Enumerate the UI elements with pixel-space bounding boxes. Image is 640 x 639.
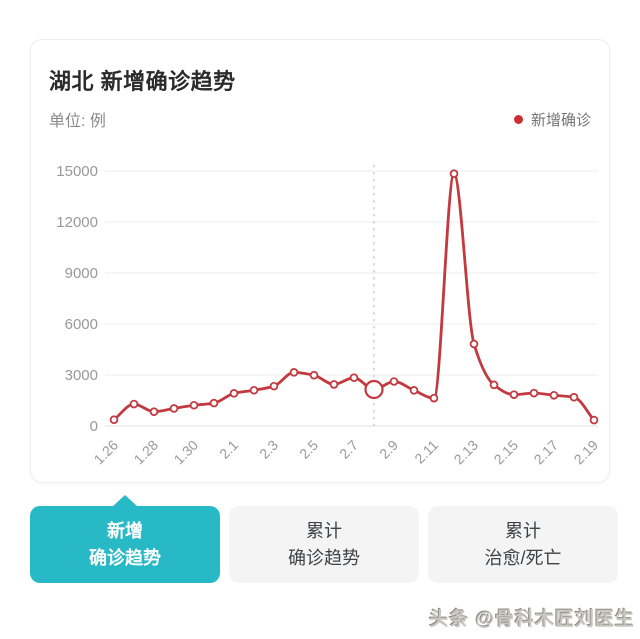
watermark: 头条 @骨科木匠刘医生 bbox=[429, 609, 635, 630]
svg-text:2.15: 2.15 bbox=[491, 437, 522, 468]
svg-text:1.30: 1.30 bbox=[171, 437, 202, 468]
tab-bar: 新增 确诊趋势 累计 确诊趋势 累计 治愈/死亡 bbox=[30, 506, 640, 583]
legend-dot-icon bbox=[513, 114, 523, 124]
svg-text:2.3: 2.3 bbox=[256, 437, 281, 462]
tab-label-line2: 确诊趋势 bbox=[89, 547, 161, 568]
highlighted-point[interactable] bbox=[364, 379, 384, 400]
tab-label-line1: 累计 bbox=[505, 520, 541, 541]
svg-text:1.26: 1.26 bbox=[91, 437, 122, 468]
tab-label-line2: 确诊趋势 bbox=[288, 547, 360, 568]
tab-label-line1: 累计 bbox=[306, 520, 342, 541]
legend: 新增确诊 bbox=[513, 109, 591, 130]
svg-text:2.1: 2.1 bbox=[216, 437, 241, 462]
svg-text:2.11: 2.11 bbox=[411, 437, 441, 467]
svg-text:2.17: 2.17 bbox=[531, 437, 562, 468]
tab-label-line2: 治愈/死亡 bbox=[484, 547, 562, 568]
svg-text:2.9: 2.9 bbox=[376, 437, 401, 462]
svg-text:15000: 15000 bbox=[56, 163, 98, 180]
svg-text:2.7: 2.7 bbox=[336, 437, 361, 462]
svg-text:3000: 3000 bbox=[65, 367, 98, 384]
tab-cured-dead[interactable]: 累计 治愈/死亡 bbox=[428, 506, 618, 583]
unit-label: 单位: 例 bbox=[49, 113, 106, 130]
page-title: 湖北 新增确诊趋势 bbox=[49, 69, 236, 94]
svg-text:2.13: 2.13 bbox=[451, 437, 482, 468]
svg-text:1.28: 1.28 bbox=[131, 437, 162, 468]
svg-text:6000: 6000 bbox=[65, 316, 98, 333]
svg-text:2.5: 2.5 bbox=[296, 437, 321, 462]
tab-cumulative-confirmed[interactable]: 累计 确诊趋势 bbox=[229, 506, 419, 583]
svg-text:2.19: 2.19 bbox=[571, 437, 602, 468]
svg-text:12000: 12000 bbox=[56, 214, 98, 231]
svg-text:0: 0 bbox=[90, 418, 98, 435]
chart-card: 湖北 新增确诊趋势 单位: 例 新增确诊 0 3000 6000 9000 12000 1… bbox=[30, 39, 610, 483]
legend-label: 新增确诊 bbox=[530, 111, 591, 129]
tab-label-line1: 新增 bbox=[107, 520, 143, 541]
tab-new-confirmed[interactable]: 新增 确诊趋势 bbox=[30, 506, 220, 583]
trend-line-chart[interactable]: 0 3000 6000 9000 12000 15000 1.26 1.28 1.30 2.1 2.… bbox=[41, 145, 611, 475]
chart-subheader: 单位: 例 新增确诊 bbox=[49, 108, 591, 131]
svg-text:9000: 9000 bbox=[65, 265, 98, 282]
